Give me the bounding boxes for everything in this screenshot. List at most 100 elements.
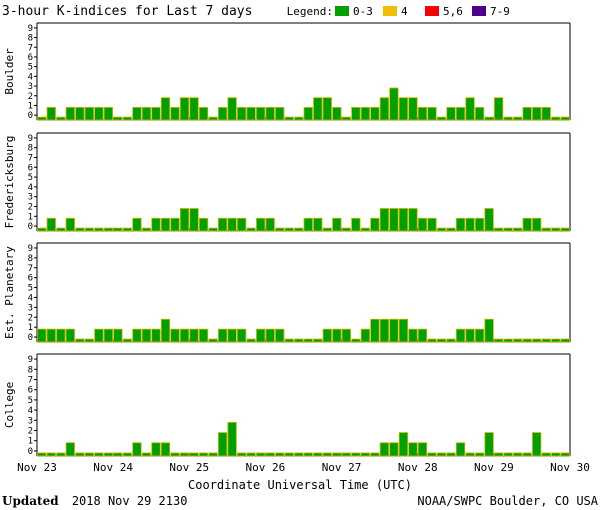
k-index-bar: [113, 227, 123, 232]
k-index-bar: [351, 106, 361, 121]
k-index-bar: [551, 227, 561, 232]
y-tick-label: 5: [28, 396, 33, 406]
k-index-bar: [474, 452, 485, 457]
k-index-bar: [294, 227, 304, 232]
k-index-bar: [179, 208, 190, 232]
k-index-bar: [446, 106, 456, 121]
k-index-bar: [151, 442, 161, 457]
k-index-bar: [132, 106, 142, 121]
legend-swatch-1: [383, 6, 397, 16]
y-tick-label: 3: [28, 416, 33, 426]
k-index-bar: [313, 338, 323, 343]
y-tick-label: 8: [28, 365, 33, 375]
k-index-bar: [427, 338, 437, 343]
k-index-bar: [341, 452, 351, 457]
k-index-bar: [389, 318, 399, 343]
k-index-bar: [179, 328, 190, 343]
k-index-bar: [332, 452, 342, 457]
k-index-bar: [208, 452, 218, 457]
k-index-bar: [303, 452, 313, 457]
updated-value: 2018 Nov 29 2130: [72, 494, 188, 508]
k-index-bar: [313, 97, 323, 121]
k-index-bar: [560, 116, 570, 121]
k-index-bar: [512, 116, 523, 121]
k-index-bar: [236, 217, 247, 232]
k-index-bar: [512, 338, 523, 343]
k-index-bar: [151, 217, 161, 232]
x-tick-label: Nov 29: [474, 461, 514, 474]
k-index-bar: [284, 452, 294, 457]
k-index-bar: [103, 227, 114, 232]
k-index-bar: [56, 227, 66, 232]
y-tick-label: 2: [28, 203, 33, 213]
k-index-bar: [360, 452, 371, 457]
k-index-bar: [227, 421, 237, 457]
k-index-bar: [94, 452, 104, 457]
y-tick-label: 2: [28, 313, 33, 323]
y-tick-label: 5: [28, 173, 33, 183]
k-index-bar: [160, 318, 171, 343]
y-tick-label: 2: [28, 427, 33, 437]
k-index-bar: [322, 227, 332, 232]
k-index-bar: [370, 106, 380, 121]
x-axis-label: Coordinate Universal Time (UTC): [188, 478, 412, 492]
k-index-bar: [408, 328, 418, 343]
k-index-bar: [370, 217, 380, 232]
k-index-bar: [360, 328, 371, 343]
k-index-bar: [56, 116, 66, 121]
k-index-bar: [436, 452, 447, 457]
k-index-bar: [217, 217, 228, 232]
k-index-bar: [246, 227, 256, 232]
k-index-bar: [246, 452, 256, 457]
y-tick-label: 7: [28, 376, 33, 386]
k-index-bar: [284, 338, 294, 343]
y-tick-label: 4: [28, 293, 33, 303]
k-index-bar: [474, 328, 485, 343]
k-index-bar: [446, 338, 456, 343]
k-index-bar: [493, 452, 504, 457]
k-index-bar: [75, 227, 85, 232]
k-index-bar: [551, 452, 561, 457]
k-index-bar: [303, 217, 313, 232]
k-index-bar: [322, 97, 332, 121]
legend: Legend: 0-3 4 5,6 7-9: [287, 5, 510, 18]
legend-swatch-3: [472, 6, 486, 16]
x-tick-label: Nov 28: [398, 461, 438, 474]
k-index-bar: [37, 116, 47, 121]
k-index-bar: [46, 106, 56, 121]
k-index-bar: [436, 116, 447, 121]
k-index-bar: [389, 442, 399, 457]
y-tick-label: 9: [28, 355, 33, 365]
k-index-bar: [179, 97, 190, 121]
k-index-bar: [56, 452, 66, 457]
k-index-bar: [379, 318, 390, 343]
k-index-bar: [246, 106, 256, 121]
y-tick-label: 7: [28, 154, 33, 164]
k-index-bar: [560, 338, 570, 343]
k-index-bar: [217, 328, 228, 343]
k-index-bar: [227, 97, 237, 121]
k-index-bar: [455, 328, 466, 343]
k-index-bar: [84, 106, 95, 121]
y-tick-label: 5: [28, 284, 33, 294]
k-index-bar: [465, 328, 475, 343]
k-index-bar: [379, 208, 390, 232]
k-index-bar: [503, 452, 513, 457]
k-index-bar: [141, 452, 152, 457]
k-index-bar: [332, 328, 342, 343]
k-index-bar: [436, 227, 447, 232]
y-tick-label: 6: [28, 274, 33, 284]
k-index-bar: [303, 106, 313, 121]
k-index-bar: [160, 97, 171, 121]
k-index-bar: [417, 217, 428, 232]
legend-swatch-0: [335, 6, 349, 16]
x-tick-label: Nov 26: [246, 461, 286, 474]
k-index-bar: [132, 442, 142, 457]
chart-title: 3-hour K-indices for Last 7 days: [2, 4, 252, 19]
k-index-bar: [465, 97, 475, 121]
k-index-bar: [113, 452, 123, 457]
k-index-bar: [189, 328, 199, 343]
k-index-bar: [170, 106, 180, 121]
